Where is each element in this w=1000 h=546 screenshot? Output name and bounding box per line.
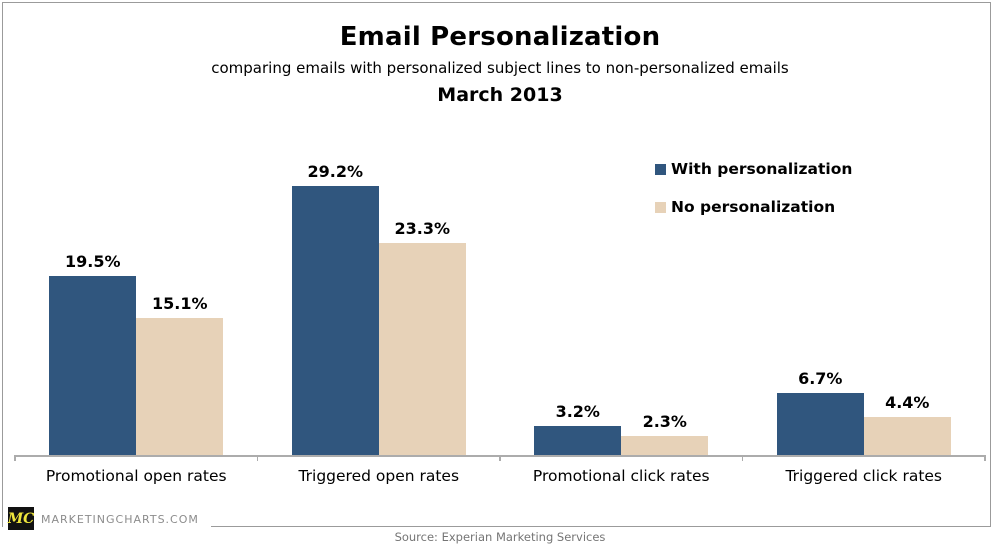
legend-item: No personalization	[655, 198, 852, 216]
plot-area: 19.5% 15.1% 29.2% 23.3% 3.2% 2.3% 6.7% 4.4%	[15, 162, 986, 457]
bar-value-label: 15.1%	[151, 294, 208, 313]
bar-value-label: 6.7%	[798, 369, 843, 389]
legend: With personalization No personalization	[655, 160, 852, 216]
bar-series-1: 4.4%	[863, 393, 951, 457]
bar-series-0: 3.2%	[534, 402, 622, 455]
bar-group: 19.5% 15.1%	[15, 165, 258, 457]
bar-group: 6.7% 4.4%	[743, 165, 986, 457]
bar-value-label: 2.3%	[642, 411, 687, 431]
bar-series-0: 29.2%	[291, 162, 379, 455]
bar-group: 3.2% 2.3%	[500, 165, 743, 457]
chart-period: March 2013	[437, 84, 563, 106]
bar-value-label: 29.2%	[307, 162, 364, 182]
legend-label: No personalization	[671, 198, 836, 216]
chart-frame	[2, 2, 991, 527]
bar-series-1: 15.1%	[136, 294, 224, 457]
marketingcharts-logo-icon: MC	[8, 507, 34, 530]
legend-swatch-icon	[655, 201, 666, 213]
category-label: Triggered open rates	[298, 467, 460, 485]
bar-group: 29.2% 23.3%	[258, 162, 501, 457]
bar-series-1: 23.3%	[378, 219, 466, 457]
bar-series-0: 19.5%	[49, 252, 137, 455]
category-label: Promotional open rates	[45, 467, 227, 485]
bar-series-1: 2.3%	[621, 412, 709, 457]
bar-value-label: 3.2%	[555, 401, 600, 421]
category-label: Triggered click rates	[785, 467, 943, 485]
axis-tick	[984, 455, 986, 461]
chart-title: Email Personalization	[339, 22, 661, 52]
bar-value-label: 4.4%	[885, 392, 930, 412]
category-labels: Promotional open rates Triggered open rat…	[15, 467, 985, 489]
title-block: Email Personalization comparing emails w…	[0, 22, 1000, 106]
axis-tick	[256, 455, 259, 461]
bar-series-0: 6.7%	[776, 369, 864, 455]
axis-tick	[499, 455, 501, 461]
category-label: Promotional click rates	[532, 467, 710, 485]
axis-tick	[741, 455, 744, 461]
legend-swatch-icon	[655, 163, 666, 175]
legend-label: With personalization	[671, 160, 853, 178]
bar-value-label: 23.3%	[394, 218, 451, 238]
site-name: MARKETINGCHARTS.COM	[39, 511, 211, 532]
legend-item: With personalization	[655, 160, 852, 178]
bar-value-label: 19.5%	[64, 251, 121, 271]
chart-subtitle: comparing emails with personalized subje…	[211, 59, 789, 77]
source-note: Source: Experian Marketing Services	[394, 530, 606, 544]
axis-tick	[14, 455, 16, 461]
